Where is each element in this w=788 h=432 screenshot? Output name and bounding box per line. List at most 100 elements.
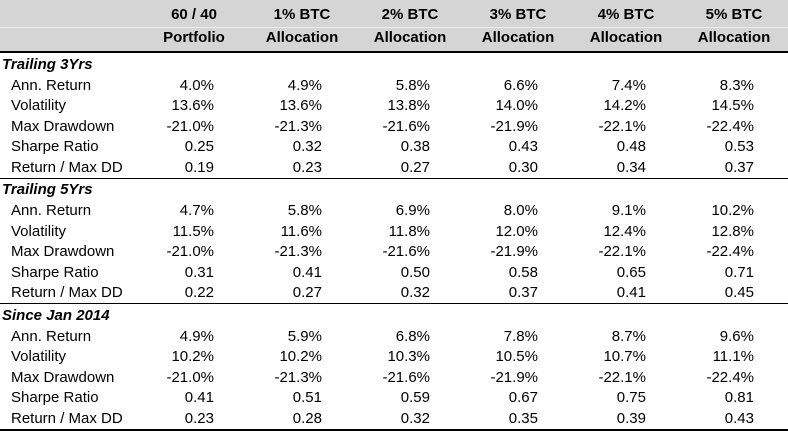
metric-value: 10.2%: [279, 348, 322, 366]
metric-value: 0.32: [400, 284, 430, 302]
column-header: 5% BTC Allocation: [680, 0, 788, 53]
metric-value: -21.3%: [274, 368, 322, 386]
column-header: 2% BTC Allocation: [356, 0, 464, 53]
metric-value: 0.43: [508, 138, 538, 156]
metric-value: 8.3%: [719, 76, 754, 94]
metric-value: 0.75: [616, 389, 646, 407]
metric-value: 0.34: [616, 158, 646, 176]
table-header: 60 / 40 Portfolio 1% BTC Allocation 2% BTC Al…: [0, 0, 788, 53]
column-header-line2: Portfolio: [163, 28, 225, 46]
metric-row: Volatility 13.6% 13.6% 13.8% 14.0% 14.2% 14.5%: [0, 96, 788, 117]
metric-value: 0.23: [292, 158, 322, 176]
metric-value: 11.6%: [280, 222, 322, 240]
metric-value: 4.9%: [287, 76, 322, 94]
metric-value: 13.6%: [279, 97, 322, 115]
metric-label: Sharpe Ratio: [11, 389, 99, 407]
metric-value: 10.2%: [711, 202, 754, 220]
metric-value: 6.8%: [395, 327, 430, 345]
section-label: Trailing 3Yrs: [2, 55, 93, 73]
corner-cell: [0, 0, 140, 53]
metric-value: -21.6%: [382, 243, 430, 261]
metric-value: 0.37: [724, 158, 754, 176]
section-row: Trailing 5Yrs: [0, 177, 788, 201]
metric-value: 0.32: [400, 409, 430, 427]
section-row: Since Jan 2014: [0, 303, 788, 326]
metric-value: 0.23: [184, 409, 214, 427]
metric-value: 0.50: [400, 263, 430, 281]
column-header-line1: 3% BTC: [489, 5, 547, 23]
metric-label: Ann. Return: [11, 76, 92, 94]
metric-value: 9.6%: [719, 327, 754, 345]
metric-value: 12.4%: [603, 222, 646, 240]
metric-value: 0.65: [616, 263, 646, 281]
metric-value: 14.2%: [603, 97, 646, 115]
metric-row: Volatility 10.2% 10.2% 10.3% 10.5% 10.7% 11.1%: [0, 347, 788, 368]
metric-label: Sharpe Ratio: [11, 263, 99, 281]
metric-value: 0.41: [184, 389, 214, 407]
metric-value: 0.58: [508, 263, 538, 281]
metric-value: 0.45: [724, 284, 754, 302]
metric-value: -21.9%: [490, 368, 538, 386]
metric-value: 0.38: [400, 138, 430, 156]
metric-label: Volatility: [11, 97, 67, 115]
metric-row: Ann. Return 4.7% 5.8% 6.9% 8.0% 9.1% 10.2%: [0, 201, 788, 222]
metric-row: Return / Max DD 0.22 0.27 0.32 0.37 0.41 0.45: [0, 283, 788, 304]
metric-value: 8.0%: [503, 202, 538, 220]
metric-value: 0.39: [616, 409, 646, 427]
column-header: 3% BTC Allocation: [464, 0, 572, 53]
metric-value: 13.6%: [171, 97, 214, 115]
metric-value: -22.4%: [706, 243, 754, 261]
metric-row: Sharpe Ratio 0.31 0.41 0.50 0.58 0.65 0.71: [0, 262, 788, 283]
metric-value: 10.3%: [387, 348, 430, 366]
column-header-line2: Allocation: [697, 28, 771, 46]
metric-row: Max Drawdown -21.0% -21.3% -21.6% -21.9% -22.…: [0, 367, 788, 388]
metric-label: Return / Max DD: [11, 158, 123, 176]
metric-value: 0.59: [400, 389, 430, 407]
metric-value: 0.30: [508, 158, 538, 176]
metric-value: 8.7%: [611, 327, 646, 345]
metric-label: Max Drawdown: [11, 117, 115, 135]
metric-value: 12.8%: [711, 222, 754, 240]
metric-value: -21.0%: [166, 243, 214, 261]
metric-value: 12.0%: [495, 222, 538, 240]
metric-value: -22.4%: [706, 117, 754, 135]
metric-value: -22.1%: [598, 243, 646, 261]
metric-value: 0.43: [724, 409, 754, 427]
metric-value: -21.6%: [382, 117, 430, 135]
metric-value: 0.22: [184, 284, 214, 302]
metric-value: 4.7%: [179, 202, 214, 220]
metric-value: 0.28: [292, 409, 322, 427]
metric-value: 10.2%: [171, 348, 214, 366]
metric-value: -22.4%: [706, 368, 754, 386]
column-header-line2: Allocation: [589, 28, 663, 46]
metric-value: 0.53: [724, 138, 754, 156]
metric-row: Return / Max DD 0.23 0.28 0.32 0.35 0.39 0.43: [0, 408, 788, 430]
column-header: 4% BTC Allocation: [572, 0, 680, 53]
metric-label: Volatility: [11, 222, 67, 240]
metric-value: -21.0%: [166, 368, 214, 386]
column-header: 60 / 40 Portfolio: [140, 0, 248, 53]
metric-row: Sharpe Ratio 0.41 0.51 0.59 0.67 0.75 0.81: [0, 388, 788, 409]
metric-value: 0.27: [292, 284, 322, 302]
metric-value: 0.19: [184, 158, 214, 176]
metric-value: 5.9%: [287, 327, 322, 345]
metric-value: 10.7%: [603, 348, 646, 366]
metric-value: 14.0%: [495, 97, 538, 115]
metric-value: 7.8%: [503, 327, 538, 345]
metric-value: 4.9%: [179, 327, 214, 345]
section-label: Trailing 5Yrs: [0, 177, 788, 201]
metric-row: Sharpe Ratio 0.25 0.32 0.38 0.43 0.48 0.53: [0, 137, 788, 158]
metric-value: 0.41: [616, 284, 646, 302]
metric-value: 0.71: [724, 263, 754, 281]
metric-value: 11.5%: [172, 222, 214, 240]
metric-label: Return / Max DD: [11, 409, 123, 427]
metric-value: -22.1%: [598, 368, 646, 386]
metric-value: 0.25: [184, 138, 214, 156]
column-header-line1: 60 / 40: [171, 5, 217, 23]
metric-value: 14.5%: [711, 97, 754, 115]
metric-value: 11.8%: [388, 222, 430, 240]
section-label: Since Jan 2014: [0, 303, 788, 326]
metric-value: 7.4%: [611, 76, 646, 94]
metric-row: Max Drawdown -21.0% -21.3% -21.6% -21.9% -22.…: [0, 242, 788, 263]
